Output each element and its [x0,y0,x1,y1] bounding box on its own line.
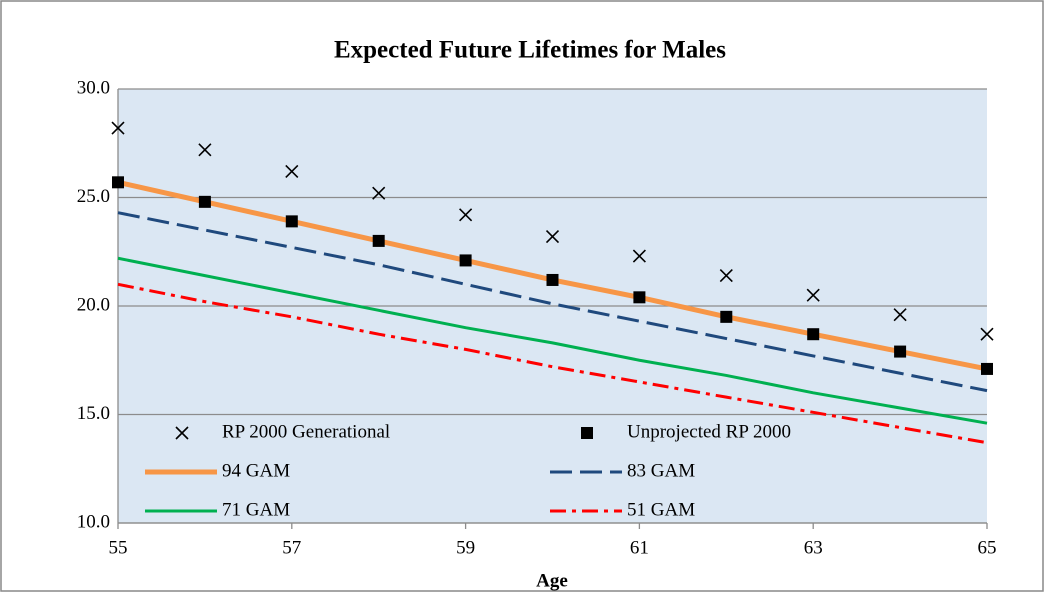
square-marker [581,427,593,439]
x-marker [545,229,560,244]
square-marker [372,234,385,247]
x-tick-label: 65 [978,537,997,558]
legend-label: Unprojected RP 2000 [627,421,791,442]
x-tick-label: 57 [282,537,301,558]
x-tick-label: 59 [456,537,475,558]
square-marker [633,291,646,304]
square-marker [894,345,907,358]
legend-label: 71 GAM [222,499,290,520]
x-marker [719,269,733,283]
y-tick-label: 25.0 [77,186,110,207]
square-marker [720,310,733,323]
chart-title: Expected Future Lifetimes for Males [334,37,726,64]
y-tick-label: 20.0 [77,294,110,315]
x-axis-label: Age [536,570,568,591]
square-marker [807,328,820,341]
x-marker [111,121,125,135]
x-marker [198,143,212,157]
x-tick-label: 61 [630,537,649,558]
x-marker [175,426,189,440]
legend-label: RP 2000 Generational [222,421,390,442]
x-tick-label: 55 [109,537,128,558]
square-marker [198,195,211,208]
legend-label: 51 GAM [627,499,695,520]
x-marker [459,208,473,222]
x-marker [372,186,386,200]
y-tick-label: 15.0 [77,403,110,424]
square-marker [285,215,298,228]
y-tick-label: 30.0 [77,77,110,98]
x-marker [893,308,907,322]
series-line [117,256,988,425]
x-marker [632,249,646,263]
square-marker [459,254,472,267]
x-marker [806,288,820,302]
y-tick-label: 10.0 [77,511,110,532]
square-marker [981,362,993,375]
x-marker [980,327,994,341]
legend-label: 83 GAM [627,460,695,481]
legend-label: 94 GAM [222,460,290,481]
square-marker [546,273,559,286]
x-marker [285,164,299,179]
series-line [117,282,988,445]
x-tick-label: 63 [804,537,823,558]
series-line [117,211,988,393]
square-marker [112,176,124,189]
